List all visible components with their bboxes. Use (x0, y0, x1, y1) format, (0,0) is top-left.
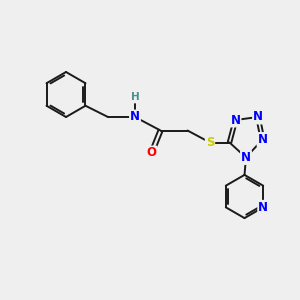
Text: N: N (241, 151, 251, 164)
Text: N: N (257, 133, 268, 146)
Text: O: O (146, 146, 157, 160)
Text: N: N (130, 110, 140, 124)
Text: N: N (230, 113, 241, 127)
Text: N: N (258, 201, 268, 214)
Text: N: N (253, 110, 263, 124)
Text: H: H (130, 92, 140, 103)
Text: S: S (206, 136, 214, 149)
